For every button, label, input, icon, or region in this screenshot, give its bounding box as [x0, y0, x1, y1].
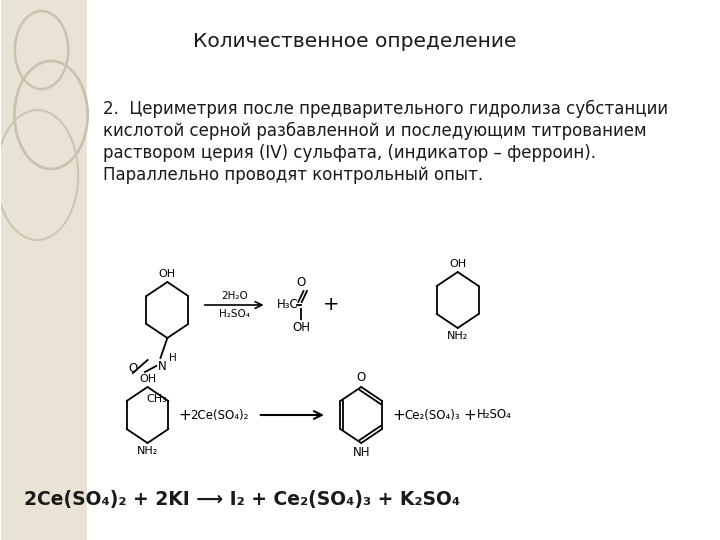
Text: N: N	[158, 360, 166, 373]
Text: H₂SO₄: H₂SO₄	[477, 408, 511, 422]
Text: +: +	[323, 295, 339, 314]
Text: OH: OH	[139, 374, 156, 384]
Text: H₂SO₄: H₂SO₄	[219, 309, 250, 319]
Text: O: O	[356, 371, 366, 384]
Text: кислотой серной разбавленной и последующим титрованием: кислотой серной разбавленной и последующ…	[103, 122, 647, 140]
Text: +: +	[463, 408, 476, 422]
Text: 2Ce(SO₄)₂ + 2KI ⟶ I₂ + Ce₂(SO₄)₃ + K₂SO₄: 2Ce(SO₄)₂ + 2KI ⟶ I₂ + Ce₂(SO₄)₃ + K₂SO₄	[24, 490, 460, 510]
Text: +: +	[392, 408, 405, 422]
Text: NH₂: NH₂	[137, 446, 158, 456]
Bar	[1, 0, 86, 540]
Text: OH: OH	[292, 321, 310, 334]
Text: CH₃: CH₃	[147, 394, 167, 404]
Text: O: O	[129, 361, 138, 375]
Text: 2Ce(SO₄)₂: 2Ce(SO₄)₂	[191, 408, 249, 422]
Text: OH: OH	[159, 269, 176, 279]
Text: NH₂: NH₂	[447, 331, 468, 341]
Text: H₃C: H₃C	[276, 299, 299, 312]
Text: раствором церия (IV) сульфата, (индикатор – ферроин).: раствором церия (IV) сульфата, (индикато…	[103, 144, 595, 162]
Text: 2H₂O: 2H₂O	[221, 291, 248, 301]
Text: Количественное определение: Количественное определение	[192, 32, 516, 51]
Text: H: H	[169, 353, 177, 363]
Text: +: +	[179, 408, 192, 422]
Text: Параллельно проводят контрольный опыт.: Параллельно проводят контрольный опыт.	[103, 166, 483, 184]
Text: OH: OH	[449, 259, 467, 269]
Text: Ce₂(SO₄)₃: Ce₂(SO₄)₃	[405, 408, 460, 422]
Text: NH: NH	[353, 446, 370, 459]
Text: O: O	[296, 276, 305, 289]
Text: 2.  Цериметрия после предварительного гидролиза субстанции: 2. Цериметрия после предварительного гид…	[103, 100, 668, 118]
